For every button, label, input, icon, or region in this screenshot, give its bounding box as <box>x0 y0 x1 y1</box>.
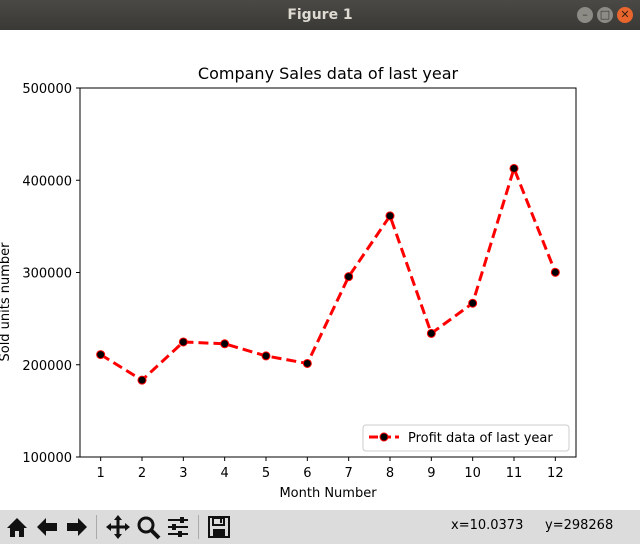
x-tick-label: 3 <box>179 466 187 481</box>
data-point <box>385 211 395 221</box>
configure-subplots-icon[interactable] <box>164 513 192 541</box>
data-point <box>137 375 147 385</box>
legend-label: Profit data of last year <box>408 431 553 446</box>
data-point <box>96 350 106 360</box>
x-tick-label: 6 <box>303 466 311 481</box>
x-tick-label: 10 <box>464 466 481 481</box>
navigation-toolbar: x=10.0373 y=298268 <box>0 510 640 544</box>
data-point <box>220 339 230 349</box>
x-tick-label: 12 <box>547 466 564 481</box>
data-point <box>509 163 519 173</box>
maximize-button[interactable]: □ <box>597 7 613 23</box>
y-axis-label: Sold units number <box>0 242 13 362</box>
data-point <box>302 358 312 368</box>
y-tick-label: 100000 <box>22 451 72 466</box>
save-icon[interactable] <box>205 513 233 541</box>
x-tick-label: 9 <box>427 466 435 481</box>
axis-ticks: 1 2 3 4 5 6 7 8 9 10 11 121000002000003000004000005… <box>22 82 563 481</box>
data-point <box>261 351 271 361</box>
home-icon[interactable] <box>3 513 31 541</box>
window-titlebar: Figure 1 – □ ✕ <box>0 0 640 30</box>
zoom-icon[interactable] <box>134 513 162 541</box>
minimize-button[interactable]: – <box>577 7 593 23</box>
x-tick-label: 8 <box>386 466 394 481</box>
line-chart: Company Sales data of last year Month Nu… <box>0 64 577 501</box>
y-tick-label: 300000 <box>22 267 72 282</box>
close-button[interactable]: ✕ <box>617 7 633 23</box>
forward-arrow-icon[interactable] <box>63 513 91 541</box>
series-group <box>96 163 560 385</box>
x-tick-label: 11 <box>506 466 523 481</box>
y-tick-label: 200000 <box>22 359 72 374</box>
legend-box <box>362 424 570 452</box>
data-point <box>178 337 188 347</box>
back-arrow-icon[interactable] <box>33 513 61 541</box>
y-coordinate-readout: y=298268 <box>545 518 614 533</box>
x-axis-label: Month Number <box>279 486 377 501</box>
x-tick-label: 4 <box>221 466 229 481</box>
data-point <box>344 272 354 282</box>
data-point <box>550 267 560 277</box>
legend-marker <box>379 432 389 442</box>
chart-title: Company Sales data of last year <box>198 64 459 83</box>
window-title: Figure 1 <box>287 7 353 23</box>
x-coordinate-readout: x=10.0373 <box>451 518 524 533</box>
legend: Profit data of last year <box>362 424 570 452</box>
series-line <box>99 166 557 382</box>
toolbar-separator <box>198 515 199 539</box>
toolbar-separator <box>96 515 97 539</box>
data-point <box>426 328 436 338</box>
x-tick-label: 2 <box>138 466 146 481</box>
data-point <box>468 298 478 308</box>
x-tick-label: 7 <box>345 466 353 481</box>
y-tick-label: 400000 <box>22 174 72 189</box>
pan-icon[interactable] <box>104 513 132 541</box>
x-tick-label: 1 <box>97 466 105 481</box>
plot-area <box>79 87 577 458</box>
figure-canvas[interactable]: Company Sales data of last year Month Nu… <box>0 30 640 510</box>
x-tick-label: 5 <box>262 466 270 481</box>
y-tick-label: 500000 <box>22 82 72 97</box>
